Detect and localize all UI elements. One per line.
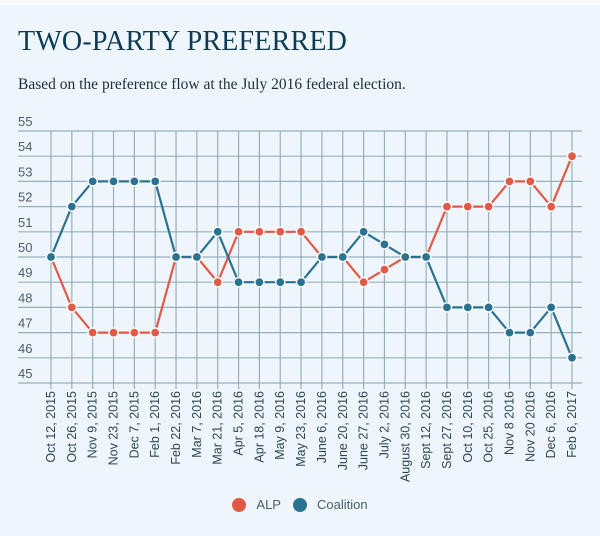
- top-band: [0, 0, 600, 5]
- data-point-coalition: [566, 352, 578, 364]
- grid: [18, 130, 582, 389]
- y-tick-label: 45: [18, 366, 32, 381]
- x-tick-label: Nov 20 2016: [523, 391, 537, 462]
- legend: ALP Coalition: [0, 497, 600, 512]
- legend-item-coalition[interactable]: Coalition: [292, 497, 368, 512]
- data-point-coalition: [483, 302, 494, 313]
- data-point-coalition: [358, 226, 369, 238]
- x-tick-label: Oct 26, 2015: [65, 391, 79, 463]
- data-point-alp: [483, 201, 494, 212]
- data-point-alp: [254, 226, 265, 238]
- y-tick-label: 53: [18, 164, 32, 179]
- series-line-coalition: [49, 180, 574, 359]
- data-point-coalition: [129, 176, 140, 187]
- data-point-alp: [441, 201, 453, 212]
- data-point-coalition: [191, 251, 203, 263]
- x-tick-label: June 27, 2016: [357, 391, 371, 470]
- data-point-alp: [504, 176, 515, 187]
- data-point-alp: [358, 276, 369, 288]
- x-tick-label: Oct 25, 2016: [482, 391, 496, 463]
- x-tick-label: Mar 21, 2016: [211, 391, 225, 465]
- y-tick-label: 55: [18, 114, 32, 129]
- chart-title: TWO-PARTY PREFERRED: [18, 26, 348, 57]
- series-points: [45, 150, 578, 364]
- x-tick-label: Mar 7, 2016: [190, 391, 204, 458]
- x-tick-label: Feb 22, 2016: [169, 391, 183, 465]
- legend-label-coalition: Coalition: [316, 497, 368, 512]
- data-point-coalition: [108, 176, 119, 187]
- data-point-alp: [212, 276, 224, 288]
- data-point-coalition: [170, 251, 182, 263]
- data-point-alp: [233, 226, 244, 238]
- data-point-coalition: [462, 302, 474, 313]
- x-tick-label: Sept 12, 2016: [419, 391, 433, 469]
- data-point-alp: [462, 201, 474, 212]
- x-axis-ticks: Oct 12, 2015 Oct 26, 2015 Nov 9, 2015 Nov 2…: [44, 391, 579, 482]
- y-axis-ticks: 45 46 47 48 49 50 51 52 53 54 55: [18, 114, 32, 381]
- x-tick-label: Sept 27, 2016: [440, 391, 454, 469]
- x-tick-label: Feb 6, 2017: [565, 391, 579, 458]
- x-tick-label: Feb 1, 2016: [148, 391, 162, 458]
- x-tick-label: May 23, 2016: [294, 391, 308, 467]
- y-tick-label: 48: [18, 290, 32, 305]
- x-tick-label: Dec 7, 2015: [127, 391, 141, 458]
- x-tick-label: Nov 23, 2015: [107, 391, 121, 465]
- data-point-alp: [545, 201, 557, 212]
- data-point-coalition: [233, 276, 244, 288]
- x-tick-label: Apr 18, 2016: [252, 391, 266, 463]
- data-point-coalition: [212, 226, 224, 238]
- y-tick-label: 51: [18, 215, 32, 230]
- data-point-coalition: [295, 276, 307, 288]
- x-tick-label: Apr 5, 2016: [232, 391, 246, 456]
- x-tick-label: June 20, 2016: [336, 391, 350, 470]
- data-point-alp: [274, 226, 286, 238]
- x-tick-label: Oct 12, 2015: [44, 391, 58, 463]
- data-point-alp: [566, 150, 578, 162]
- data-point-alp: [87, 327, 98, 338]
- x-tick-label: Nov 9, 2015: [86, 391, 100, 458]
- x-tick-label: June 6, 2016: [315, 391, 329, 463]
- data-point-coalition: [274, 276, 286, 288]
- data-point-alp: [108, 327, 119, 338]
- data-point-coalition: [525, 327, 536, 338]
- data-point-coalition: [399, 251, 411, 263]
- data-point-alp: [66, 302, 78, 313]
- legend-item-alp[interactable]: ALP: [232, 497, 281, 512]
- data-point-coalition: [66, 201, 78, 212]
- y-tick-label: 46: [18, 341, 32, 356]
- data-point-coalition: [545, 302, 557, 313]
- data-point-coalition: [420, 251, 432, 263]
- data-point-coalition: [379, 239, 390, 250]
- x-tick-label: May 9, 2016: [273, 391, 287, 460]
- x-tick-label: Dec 6, 2016: [544, 391, 558, 458]
- y-tick-label: 54: [18, 139, 32, 154]
- data-point-coalition: [337, 251, 349, 263]
- data-point-alp: [379, 264, 390, 275]
- x-tick-label: Oct 10, 2016: [461, 391, 475, 463]
- y-tick-label: 47: [18, 316, 32, 331]
- data-point-coalition: [254, 276, 265, 288]
- x-tick-label: July 2, 2016: [377, 391, 391, 458]
- y-tick-label: 49: [18, 265, 32, 280]
- data-point-coalition: [149, 176, 161, 187]
- data-point-coalition: [441, 302, 453, 313]
- data-point-coalition: [504, 327, 515, 338]
- data-point-coalition: [45, 251, 57, 263]
- coalition-dot-icon: [292, 497, 307, 512]
- data-point-coalition: [87, 176, 98, 187]
- data-point-alp: [525, 176, 536, 187]
- series-line-alp: [49, 155, 574, 334]
- y-tick-label: 52: [18, 190, 32, 205]
- x-tick-label: Nov 8 2016: [502, 391, 516, 455]
- data-point-alp: [149, 327, 161, 338]
- legend-label-alp: ALP: [256, 497, 281, 512]
- data-point-coalition: [316, 251, 328, 263]
- chart-subtitle: Based on the preference flow at the July…: [18, 76, 406, 93]
- alp-dot-icon: [232, 497, 247, 512]
- y-tick-label: 50: [18, 240, 32, 255]
- x-tick-label: August 30, 2016: [398, 391, 412, 482]
- data-point-alp: [295, 226, 307, 238]
- data-point-alp: [129, 327, 140, 338]
